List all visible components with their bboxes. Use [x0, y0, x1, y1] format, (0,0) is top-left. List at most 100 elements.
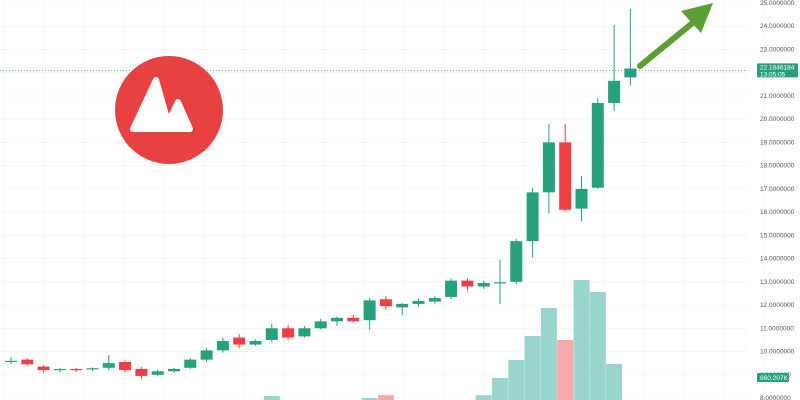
candle — [86, 367, 99, 372]
candle-body — [233, 337, 246, 345]
y-tick-label: 20.0000000 — [760, 116, 795, 123]
candle — [53, 367, 66, 373]
candle-body — [347, 317, 360, 322]
y-tick-label: 13.0000000 — [760, 279, 795, 286]
candle — [591, 98, 604, 189]
candle — [526, 187, 539, 258]
candle-body — [249, 341, 262, 345]
candle-body — [70, 368, 83, 371]
candle-body — [282, 328, 295, 338]
candle — [70, 367, 83, 372]
y-tick-label: 23.0000000 — [760, 46, 795, 53]
candle — [184, 358, 197, 369]
candle-body — [494, 282, 506, 284]
candle-body — [542, 142, 555, 193]
candle-body — [37, 366, 50, 371]
last-price-value: 22.1846184 — [760, 64, 795, 71]
candle-body — [135, 368, 148, 376]
y-tick-label: 25.0000000 — [760, 0, 795, 7]
candle — [151, 369, 164, 376]
y-tick-label: 8.0000000 — [760, 395, 791, 400]
candle-body — [298, 328, 311, 337]
candle-body — [216, 341, 229, 351]
volume-bar — [524, 336, 541, 400]
candle — [102, 355, 115, 371]
candle — [233, 334, 246, 349]
volume-bar — [557, 340, 574, 400]
y-tick-label: 12.0000000 — [760, 302, 795, 309]
candle-body — [445, 280, 458, 297]
candle-body — [396, 303, 409, 308]
candle-body — [21, 359, 34, 365]
candle — [314, 319, 327, 330]
candle — [461, 278, 474, 292]
candle — [249, 339, 262, 346]
candle-body — [412, 300, 425, 304]
candle — [608, 25, 621, 112]
candle-body — [151, 371, 164, 375]
candle-body — [200, 350, 213, 360]
candle — [624, 8, 637, 86]
candle — [135, 366, 148, 379]
candle-body — [53, 368, 66, 371]
avalanche-logo-icon — [115, 56, 223, 164]
y-tick-label: 18.0000000 — [760, 163, 795, 170]
candle-body — [265, 328, 278, 340]
y-tick-label: 16.0000000 — [760, 209, 795, 216]
candle — [216, 337, 229, 353]
candle — [559, 123, 572, 211]
candle — [5, 357, 17, 365]
candle — [347, 314, 360, 323]
volume-bar — [606, 364, 623, 400]
candle — [428, 296, 441, 304]
volume-bar — [589, 292, 606, 400]
candle — [119, 360, 132, 373]
candle-body — [184, 359, 197, 368]
volume-bar — [361, 398, 378, 400]
candle-body — [510, 241, 523, 282]
candle-body — [379, 299, 392, 307]
candle-body — [363, 300, 376, 321]
y-tick-label: 24.0000000 — [760, 23, 795, 30]
candle — [37, 365, 50, 373]
candle — [21, 358, 34, 366]
price-axis: 25.000000024.000000023.000000022.0000000… — [760, 0, 795, 400]
candle-body — [5, 360, 17, 363]
candle-body — [168, 368, 180, 372]
candle-body — [608, 80, 621, 103]
candle-body — [477, 282, 490, 287]
candle-body — [86, 368, 99, 370]
candle — [363, 298, 376, 330]
volume-bar — [475, 395, 492, 400]
candle — [265, 323, 278, 343]
candle — [477, 280, 490, 289]
candle-body — [119, 361, 132, 371]
candle-body — [575, 188, 588, 209]
candle-body — [559, 142, 572, 210]
candle-body — [591, 102, 604, 188]
candle — [396, 303, 409, 316]
y-tick-label: 10.0000000 — [760, 349, 795, 356]
candle-body — [428, 298, 441, 302]
volume-bar — [540, 308, 557, 400]
candle-body — [331, 317, 343, 322]
candles — [5, 8, 637, 379]
candle — [542, 123, 555, 214]
candle — [412, 298, 425, 307]
candle — [494, 259, 506, 304]
y-tick-label: 14.0000000 — [760, 256, 795, 263]
candle — [298, 325, 311, 338]
up-trend-arrow-icon — [637, 3, 713, 69]
y-tick-label: 11.0000000 — [760, 325, 794, 332]
candle — [200, 348, 213, 362]
candle-body — [526, 192, 539, 242]
candle-body — [102, 363, 115, 368]
volume-bar — [573, 280, 590, 400]
volume-bar — [377, 395, 394, 400]
last-price-badge: 22.1846184 13:05:05 — [757, 63, 798, 78]
y-tick-label: 15.0000000 — [760, 232, 795, 239]
candle — [282, 324, 295, 340]
volume-value: 860.207K — [760, 375, 788, 382]
candle — [331, 316, 343, 326]
